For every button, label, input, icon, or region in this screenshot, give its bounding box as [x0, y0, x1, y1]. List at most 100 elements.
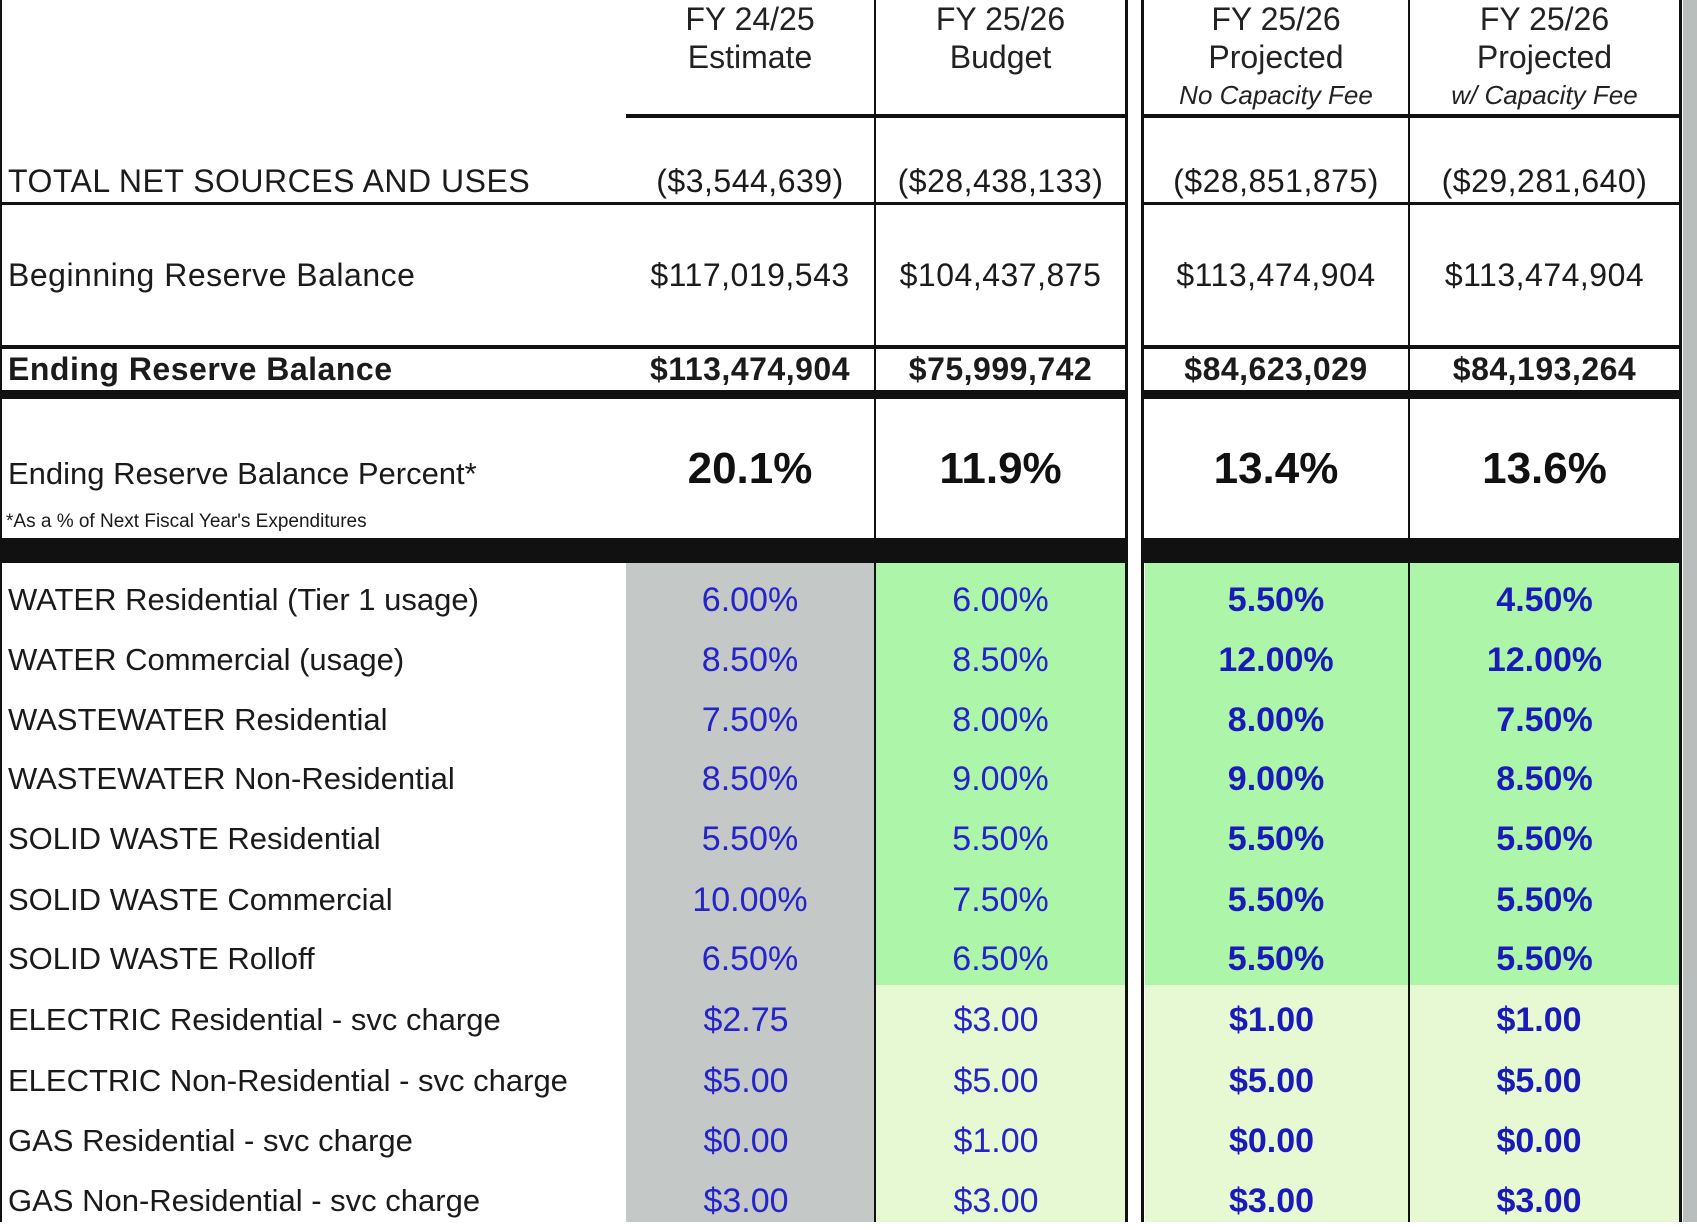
rate-row-label: WASTEWATER Non-Residential	[8, 761, 455, 796]
rate-budget: $3.00	[953, 1000, 1039, 1039]
rate-budget: 5.50%	[952, 819, 1049, 858]
rate-projected-no-fee: $0.00	[1228, 1121, 1315, 1160]
rate-estimate: $3.00	[703, 1181, 789, 1220]
rate-estimate: 7.50%	[701, 700, 799, 739]
rate-projected-no-fee: $5.00	[1228, 1061, 1315, 1100]
ending-reserve-budget: $75,999,742	[908, 351, 1093, 387]
row-label-total-net: TOTAL NET SOURCES AND USES	[8, 162, 531, 199]
section-divider-band-right	[1141, 538, 1682, 563]
rate-row-label: WATER Residential (Tier 1 usage)	[8, 582, 479, 617]
svc-green-shade-budget	[876, 985, 1126, 1222]
total-row-bottom-left	[0, 202, 1126, 205]
total-net-projected-no-fee: ($28,851,875)	[1173, 162, 1379, 199]
rate-row-label: GAS Residential - svc charge	[8, 1123, 413, 1158]
row-label-ending-reserve-percent: Ending Reserve Balance Percent*	[8, 456, 477, 491]
rate-estimate: 8.50%	[701, 640, 799, 679]
rate-projected-with-fee: $5.00	[1496, 1061, 1582, 1100]
rate-projected-no-fee: 5.50%	[1227, 819, 1325, 858]
rate-projected-with-fee: 7.50%	[1496, 700, 1593, 739]
rate-projected-with-fee: $0.00	[1496, 1121, 1582, 1160]
rate-estimate: $2.75	[703, 1000, 789, 1039]
rate-projected-with-fee: $3.00	[1496, 1181, 1582, 1220]
rate-row-label: WASTEWATER Residential	[8, 702, 388, 737]
rate-row-label: WATER Commercial (usage)	[8, 642, 405, 677]
column-header-line1: FY 25/26	[1211, 1, 1341, 37]
total-net-estimate: ($3,544,639)	[656, 162, 844, 199]
rate-projected-with-fee: $1.00	[1496, 1000, 1582, 1039]
total-net-projected-with-fee: ($29,281,640)	[1441, 162, 1648, 199]
reserve-percent-budget: 11.9%	[939, 443, 1062, 493]
rate-estimate: 6.00%	[701, 580, 799, 619]
rate-budget: 6.50%	[952, 939, 1049, 978]
rate-budget: 7.50%	[952, 880, 1049, 919]
row-label-beginning-reserve: Beginning Reserve Balance	[8, 256, 416, 293]
rate-budget: 6.00%	[952, 580, 1049, 619]
footnote: *As a % of Next Fiscal Year's Expenditur…	[6, 511, 367, 532]
rate-projected-no-fee: $1.00	[1228, 1000, 1315, 1039]
col-sep-1	[874, 0, 876, 1222]
total-net-budget: ($28,438,133)	[897, 162, 1104, 199]
ending-reserve-estimate: $113,474,904	[650, 351, 850, 387]
rate-estimate: $5.00	[703, 1061, 789, 1100]
rate-estimate: 6.50%	[701, 939, 799, 978]
label-gap	[2, 563, 626, 565]
beginning-reserve-estimate: $117,019,543	[650, 256, 850, 293]
rate-projected-with-fee: 5.50%	[1496, 880, 1593, 919]
rate-budget: 9.00%	[952, 759, 1049, 798]
column-header-line2: Budget	[949, 39, 1052, 75]
rate-row-label: ELECTRIC Residential - svc charge	[8, 1002, 501, 1037]
rate-projected-no-fee: 12.00%	[1218, 640, 1334, 679]
right-edge	[1683, 0, 1697, 1222]
rate-row-label: SOLID WASTE Commercial	[8, 882, 393, 917]
col-sep-3	[1408, 0, 1410, 1222]
header-underline-right	[1141, 114, 1682, 118]
column-header-line3: w/ Capacity Fee	[1451, 80, 1638, 110]
rate-budget: $1.00	[953, 1121, 1039, 1160]
section-divider-band-left	[0, 538, 1126, 563]
column-header-projected-with-fee: FY 25/26 Projected w/ Capacity Fee	[1410, 0, 1679, 114]
rate-row-label: SOLID WASTE Residential	[8, 821, 381, 856]
beginning-row-bottom-left	[0, 345, 1126, 349]
column-header-projected-no-fee: FY 25/26 Projected No Capacity Fee	[1144, 0, 1408, 114]
rate-projected-with-fee: 5.50%	[1496, 939, 1593, 978]
reserve-percent-projected-no-fee: 13.4%	[1213, 443, 1339, 493]
rate-projected-no-fee: 8.00%	[1227, 700, 1325, 739]
rate-row-label: GAS Non-Residential - svc charge	[8, 1183, 481, 1218]
rate-budget: $3.00	[953, 1181, 1039, 1220]
beginning-reserve-budget: $104,437,875	[899, 256, 1102, 293]
rate-estimate: 5.50%	[701, 819, 799, 858]
col-sep-4	[1679, 0, 1682, 1222]
rate-row-label: ELECTRIC Non-Residential - svc charge	[8, 1063, 568, 1098]
rate-projected-no-fee: 5.50%	[1227, 939, 1325, 978]
column-header-line1: FY 25/26	[935, 1, 1066, 37]
header-underline-left	[626, 114, 1126, 118]
rate-projected-no-fee: 5.50%	[1227, 580, 1325, 619]
beginning-row-bottom-right	[1141, 345, 1682, 349]
rate-green-shade-budget	[876, 563, 1126, 985]
rate-estimate: $0.00	[703, 1121, 789, 1160]
border-left	[0, 0, 2, 1222]
col-sep-2a	[1125, 0, 1128, 1222]
column-header-line3: No Capacity Fee	[1179, 80, 1373, 110]
ending-row-bottom-left	[0, 390, 1126, 399]
rate-projected-no-fee: $3.00	[1228, 1181, 1315, 1220]
rate-projected-with-fee: 4.50%	[1496, 580, 1593, 619]
rate-green-shade-projected	[1145, 563, 1680, 985]
rate-projected-no-fee: 9.00%	[1227, 759, 1325, 798]
reserve-percent-estimate: 20.1%	[687, 443, 813, 493]
ending-reserve-projected-with-fee: $84,193,264	[1452, 351, 1637, 387]
column-header-line2: Estimate	[687, 39, 813, 75]
column-header-line2: Projected	[1208, 39, 1344, 75]
reserve-percent-projected-with-fee: 13.6%	[1482, 443, 1607, 493]
column-header-line1: FY 24/25	[685, 1, 815, 37]
rate-estimate: 8.50%	[701, 759, 799, 798]
beginning-reserve-projected-no-fee: $113,474,904	[1176, 256, 1376, 293]
rate-projected-no-fee: 5.50%	[1227, 880, 1325, 919]
column-header-estimate: FY 24/25 Estimate	[626, 0, 874, 114]
rate-budget: 8.50%	[952, 640, 1049, 679]
rate-estimate: 10.00%	[692, 880, 808, 919]
column-header-budget: FY 25/26 Budget	[876, 0, 1125, 114]
column-header-line1: FY 25/26	[1479, 1, 1610, 37]
rate-budget: 8.00%	[952, 700, 1049, 739]
rate-projected-with-fee: 12.00%	[1486, 640, 1603, 679]
